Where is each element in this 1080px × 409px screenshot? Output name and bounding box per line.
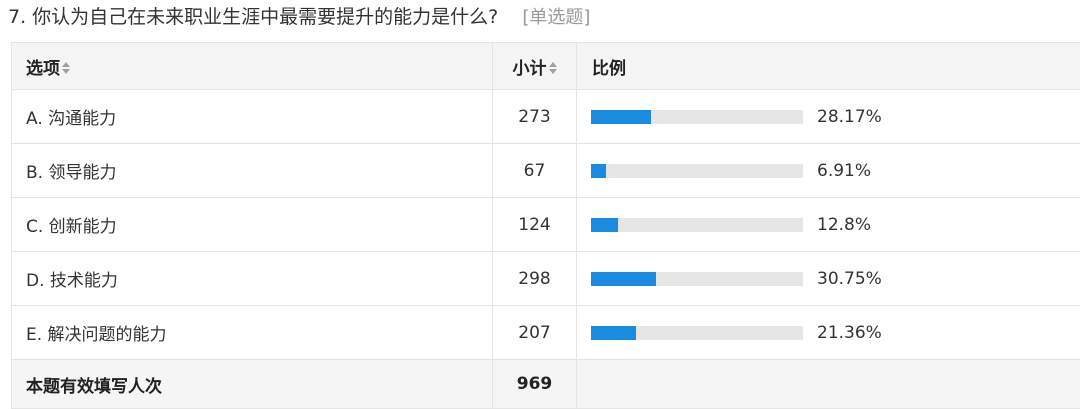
ratio-bar-fill — [591, 164, 606, 178]
table-footer-row: 本题有效填写人次 969 — [12, 360, 1080, 409]
column-header-count[interactable]: 小计 — [493, 43, 577, 90]
ratio-bar-track — [591, 326, 803, 340]
sort-icon[interactable] — [62, 62, 70, 74]
total-label: 本题有效填写人次 — [12, 360, 493, 409]
option-label: E. 解决问题的能力 — [12, 306, 493, 360]
column-header-option-label: 选项 — [26, 59, 60, 79]
table-row: E. 解决问题的能力 207 21.36% — [12, 306, 1080, 360]
footer-empty-cell — [577, 360, 1080, 409]
table-header-row: 选项 小计 比例 — [12, 43, 1080, 90]
total-count: 969 — [493, 360, 577, 409]
table-row: A. 沟通能力 273 28.17% — [12, 90, 1080, 144]
table-row: C. 创新能力 124 12.8% — [12, 198, 1080, 252]
ratio-percent: 30.75% — [817, 269, 882, 289]
ratio-percent: 12.8% — [817, 215, 871, 235]
question-type-label: [单选题] — [522, 7, 590, 28]
column-header-count-label: 小计 — [513, 59, 547, 79]
ratio-cell: 28.17% — [577, 90, 1080, 144]
option-count: 298 — [493, 252, 577, 306]
ratio-bar-track — [591, 272, 803, 286]
table-row: B. 领导能力 67 6.91% — [12, 144, 1080, 198]
ratio-percent: 21.36% — [817, 323, 882, 343]
option-count: 207 — [493, 306, 577, 360]
column-header-option[interactable]: 选项 — [12, 43, 493, 90]
column-header-ratio: 比例 — [577, 43, 1080, 90]
option-count: 124 — [493, 198, 577, 252]
option-label: B. 领导能力 — [12, 144, 493, 198]
result-table: 选项 小计 比例 A. 沟通能力 273 28.17% B. 领导能力 67 6… — [11, 42, 1080, 409]
ratio-cell: 21.36% — [577, 306, 1080, 360]
ratio-cell: 12.8% — [577, 198, 1080, 252]
ratio-cell: 6.91% — [577, 144, 1080, 198]
ratio-bar-fill — [591, 326, 636, 340]
question-header: 7. 你认为自己在未来职业生涯中最需要提升的能力是什么? [单选题] — [8, 0, 590, 36]
table-row: D. 技术能力 298 30.75% — [12, 252, 1080, 306]
sort-icon[interactable] — [549, 62, 557, 74]
ratio-bar-track — [591, 218, 803, 232]
ratio-percent: 6.91% — [817, 161, 871, 181]
ratio-percent: 28.17% — [817, 107, 882, 127]
ratio-bar-fill — [591, 272, 656, 286]
option-count: 273 — [493, 90, 577, 144]
ratio-bar-fill — [591, 218, 618, 232]
question-title: 7. 你认为自己在未来职业生涯中最需要提升的能力是什么? — [8, 6, 498, 28]
option-label: C. 创新能力 — [12, 198, 493, 252]
option-label: D. 技术能力 — [12, 252, 493, 306]
column-header-ratio-label: 比例 — [592, 59, 626, 79]
option-label: A. 沟通能力 — [12, 90, 493, 144]
ratio-cell: 30.75% — [577, 252, 1080, 306]
ratio-bar-track — [591, 164, 803, 178]
ratio-bar-track — [591, 110, 803, 124]
ratio-bar-fill — [591, 110, 651, 124]
option-count: 67 — [493, 144, 577, 198]
